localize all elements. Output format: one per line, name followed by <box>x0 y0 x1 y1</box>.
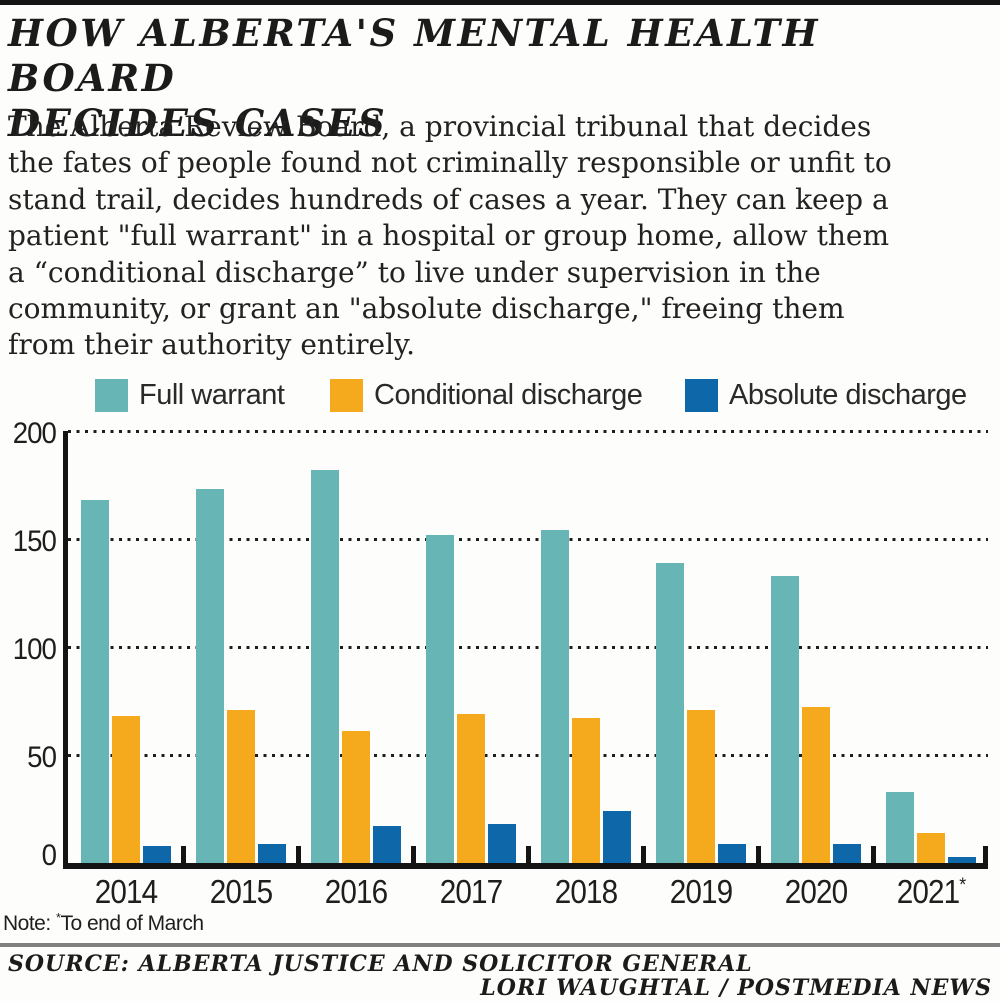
bar-absolute-discharge-2014 <box>143 846 171 863</box>
bar-full-warrant-2021 <box>886 792 914 863</box>
x-axis-label-2016: 2016 <box>324 873 388 910</box>
y-axis-label-100: 100 <box>12 633 57 666</box>
intro-line: a “conditional discharge” to live under … <box>8 255 821 289</box>
bar-conditional-discharge-2014 <box>112 716 140 863</box>
bar-absolute-discharge-2019 <box>718 844 746 863</box>
bar-full-warrant-2016 <box>311 470 339 863</box>
footnote-text: To end of March <box>60 912 204 935</box>
bar-full-warrant-2019 <box>656 563 684 863</box>
legend-label-absolute-discharge: Absolute discharge <box>729 379 967 411</box>
legend-swatch-conditional-discharge <box>330 379 363 412</box>
bar-absolute-discharge-2015 <box>258 844 286 863</box>
bar-conditional-discharge-2017 <box>457 714 485 863</box>
x-axis-label-2015: 2015 <box>209 873 273 910</box>
bar-full-warrant-2015 <box>196 489 224 863</box>
bar-absolute-discharge-2016 <box>373 826 401 863</box>
y-axis-label-150: 150 <box>12 525 57 558</box>
bar-absolute-discharge-2021 <box>948 857 976 863</box>
x-axis-label-2021: 2021* <box>896 873 966 910</box>
legend-item-absolute-discharge: Absolute discharge <box>685 379 967 412</box>
bar-conditional-discharge-2021 <box>917 833 945 863</box>
bar-absolute-discharge-2017 <box>488 824 516 863</box>
x-axis-label-2019: 2019 <box>669 873 733 910</box>
credit-line: LORI WAUGHTAL / POSTMEDIA NEWS <box>480 975 992 1001</box>
x-axis-tick <box>295 846 301 869</box>
bar-full-warrant-2017 <box>426 535 454 863</box>
x-axis-tick <box>755 846 761 869</box>
bar-conditional-discharge-2016 <box>342 731 370 863</box>
x-axis-tick <box>410 846 416 869</box>
intro-line: The Alberta Review Board, a provincial t… <box>8 110 872 143</box>
source-line: SOURCE: ALBERTA JUSTICE AND SOLICITOR GE… <box>8 951 753 977</box>
page-title-line-1: HOW ALBERTA'S MENTAL HEALTH BOARD <box>8 11 821 100</box>
bar-conditional-discharge-2018 <box>572 718 600 863</box>
bar-full-warrant-2014 <box>81 500 109 863</box>
intro-line: from their authority entirely. <box>8 328 416 362</box>
bar-chart: 0 50 100 150 200 2014 2015 2016 2017 2018 2019 2020… <box>0 419 1000 912</box>
gridline-50 <box>68 753 988 757</box>
bar-full-warrant-2018 <box>541 530 569 863</box>
gridline-150 <box>68 537 988 541</box>
gridline-200 <box>68 429 988 433</box>
bar-absolute-discharge-2018 <box>603 811 631 863</box>
x-axis-label-2014: 2014 <box>94 873 158 910</box>
intro-line: stand trail, decides hundreds of cases a… <box>8 182 889 216</box>
x-axis-tick <box>525 846 531 869</box>
x-axis-tick <box>640 846 646 869</box>
x-axis-tick <box>870 846 876 869</box>
x-axis-label-2017: 2017 <box>439 873 503 910</box>
chart-legend: Full warrant Conditional discharge Absolut… <box>0 379 1000 419</box>
legend-item-full-warrant: Full warrant <box>95 379 285 412</box>
y-axis-label-0: 0 <box>41 839 57 872</box>
legend-item-conditional-discharge: Conditional discharge <box>330 379 643 412</box>
legend-label-full-warrant: Full warrant <box>139 379 285 411</box>
footer-divider-rule <box>0 943 1000 947</box>
x-axis-end-tick <box>983 846 988 869</box>
footnote: Note: *To end of March <box>3 911 204 936</box>
page-title-line-2: DECIDES CASES <box>8 101 388 145</box>
year-asterisk: * <box>959 874 966 896</box>
intro-line: patient "full warrant" in a hospital or … <box>8 219 889 253</box>
x-axis-tick <box>180 846 186 869</box>
gridline-100 <box>68 645 988 649</box>
top-divider-bar <box>0 0 1000 5</box>
x-axis-label-2020: 2020 <box>784 873 848 910</box>
bar-absolute-discharge-2020 <box>833 844 861 863</box>
y-axis-label-50: 50 <box>27 741 57 774</box>
bar-conditional-discharge-2019 <box>687 710 715 863</box>
footnote-asterisk: * <box>56 911 61 925</box>
y-axis-line <box>63 431 68 869</box>
legend-swatch-absolute-discharge <box>685 379 718 412</box>
bar-full-warrant-2020 <box>771 576 799 863</box>
legend-swatch-full-warrant <box>95 379 128 412</box>
legend-label-conditional-discharge: Conditional discharge <box>374 379 643 411</box>
bar-conditional-discharge-2020 <box>802 707 830 863</box>
intro-line: community, or grant an "absolute dischar… <box>8 292 845 326</box>
footnote-label: Note: <box>3 912 51 935</box>
intro-paragraph: The Alberta Review Board, a provincial t… <box>8 109 998 364</box>
x-axis-label-2018: 2018 <box>554 873 618 910</box>
y-axis-label-200: 200 <box>12 417 57 450</box>
page-title: HOW ALBERTA'S MENTAL HEALTH BOARD DECIDE… <box>8 11 998 146</box>
bar-conditional-discharge-2015 <box>227 710 255 863</box>
intro-line: the fates of people found not criminally… <box>8 146 892 180</box>
